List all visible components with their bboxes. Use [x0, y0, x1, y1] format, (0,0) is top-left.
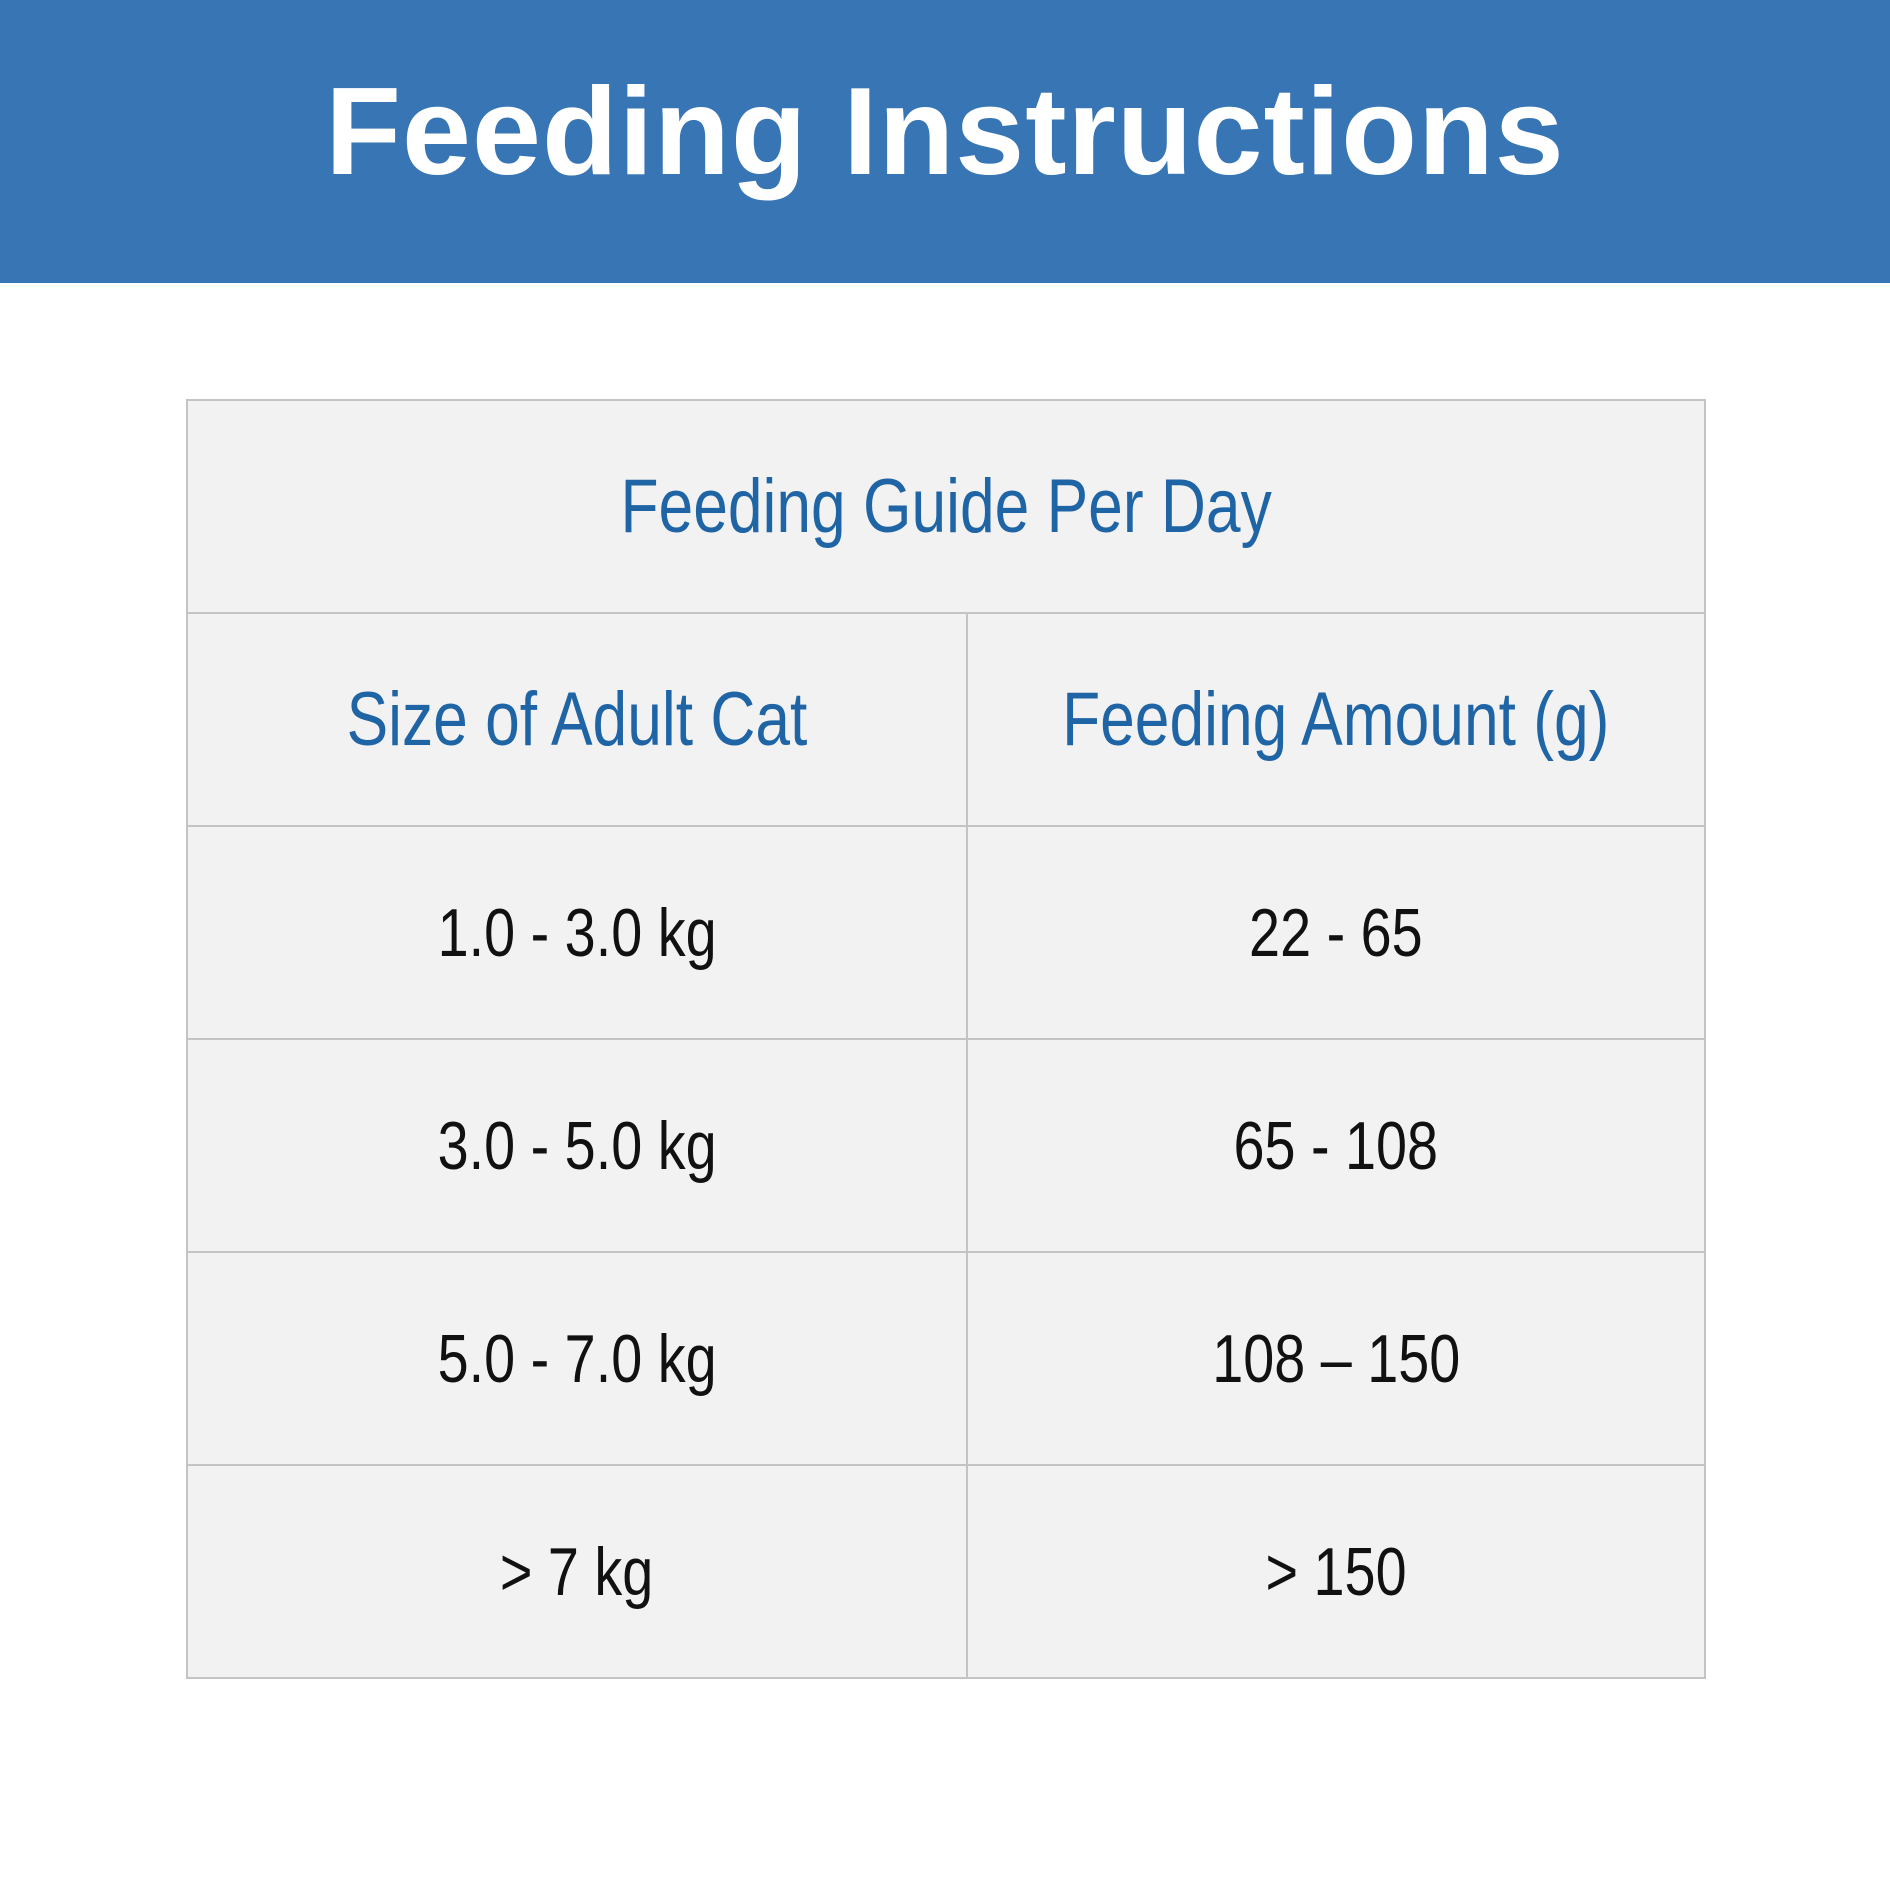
amount-value: 65 - 108: [1233, 1107, 1439, 1184]
table-caption-row: Feeding Guide Per Day: [186, 399, 1706, 614]
size-cell: 1.0 - 3.0 kg: [186, 825, 968, 1040]
amount-cell: > 150: [966, 1464, 1706, 1679]
table-row: 1.0 - 3.0 kg 22 - 65: [186, 825, 1706, 1040]
header-cell-size: Size of Adult Cat: [186, 612, 968, 827]
size-value: 3.0 - 5.0 kg: [437, 1107, 717, 1184]
table-row: 5.0 - 7.0 kg 108 – 150: [186, 1251, 1706, 1466]
size-value: 5.0 - 7.0 kg: [437, 1320, 717, 1397]
table-row: > 7 kg > 150: [186, 1464, 1706, 1679]
amount-cell: 108 – 150: [966, 1251, 1706, 1466]
amount-cell: 65 - 108: [966, 1038, 1706, 1253]
amount-value: > 150: [1265, 1533, 1407, 1610]
amount-value: 108 – 150: [1211, 1320, 1461, 1397]
amount-value: 22 - 65: [1249, 894, 1423, 971]
size-value: > 7 kg: [500, 1533, 654, 1610]
column-header-size: Size of Adult Cat: [346, 677, 808, 762]
page-title: Feeding Instructions: [325, 62, 1565, 201]
size-cell: > 7 kg: [186, 1464, 968, 1679]
table-caption-cell: Feeding Guide Per Day: [186, 399, 1706, 614]
size-cell: 5.0 - 7.0 kg: [186, 1251, 968, 1466]
table-header-row: Size of Adult Cat Feeding Amount (g): [186, 612, 1706, 827]
title-banner: Feeding Instructions: [0, 0, 1890, 283]
table-caption: Feeding Guide Per Day: [620, 464, 1272, 549]
header-cell-amount: Feeding Amount (g): [966, 612, 1706, 827]
column-header-amount: Feeding Amount (g): [1062, 677, 1610, 762]
feeding-guide-table: Feeding Guide Per Day Size of Adult Cat …: [186, 399, 1706, 1679]
amount-cell: 22 - 65: [966, 825, 1706, 1040]
size-cell: 3.0 - 5.0 kg: [186, 1038, 968, 1253]
size-value: 1.0 - 3.0 kg: [437, 894, 717, 971]
table-row: 3.0 - 5.0 kg 65 - 108: [186, 1038, 1706, 1253]
